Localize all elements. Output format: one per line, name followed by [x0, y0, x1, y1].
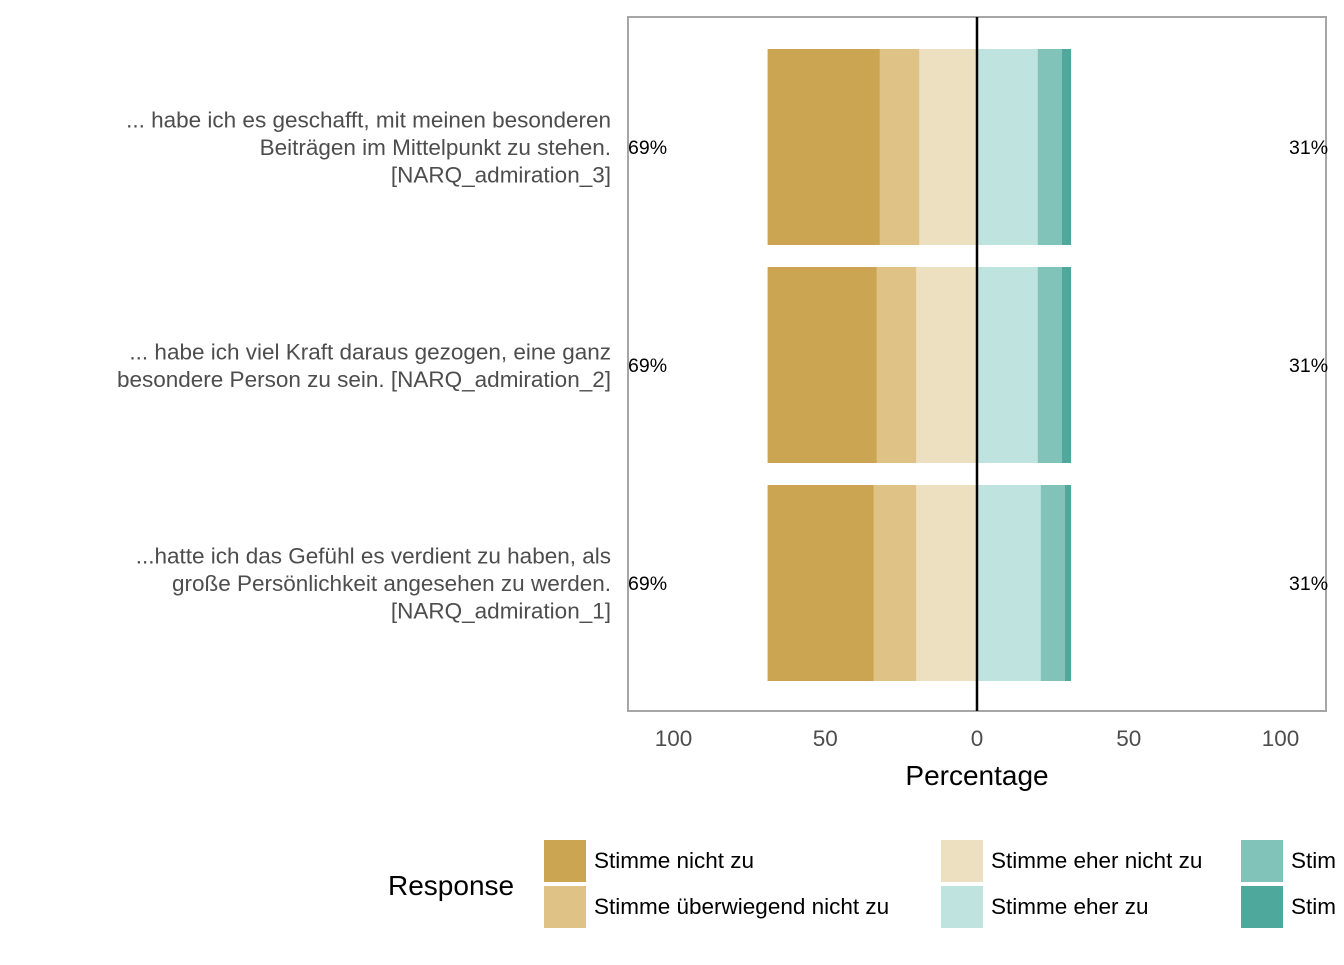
- x-tick-label: 100: [1262, 726, 1300, 751]
- y-axis-label-line: [NARQ_admiration_3]: [391, 163, 611, 188]
- y-axis-labels: ... habe ich es geschafft, mit meinen be…: [117, 108, 611, 624]
- legend-key: [1241, 886, 1283, 928]
- y-axis-label-line: ... habe ich viel Kraft daraus gezogen, …: [129, 339, 611, 364]
- left-percentage-label: 69%: [628, 573, 667, 595]
- bar-segment: [879, 49, 920, 245]
- bar-segment: [977, 267, 1038, 463]
- right-percentage-label: 31%: [1289, 355, 1328, 377]
- bar-segment: [767, 267, 877, 463]
- legend-label: Stimme nicht zu: [594, 848, 754, 873]
- legend-label: Stimme überwiegend nicht zu: [594, 894, 889, 919]
- bar-segment: [1061, 267, 1072, 463]
- y-axis-label-line: Beiträgen im Mittelpunkt zu stehen.: [260, 135, 611, 160]
- bar-segment: [916, 267, 977, 463]
- bar-segment: [1065, 485, 1072, 681]
- y-axis-label-line: ... habe ich es geschafft, mit meinen be…: [126, 108, 611, 133]
- legend-key: [1241, 840, 1283, 882]
- y-axis-label: ...hatte ich das Gefühl es verdient zu h…: [136, 544, 611, 624]
- x-axis-title: Percentage: [905, 760, 1048, 791]
- bar-segment: [919, 49, 977, 245]
- bar-segment: [1037, 49, 1062, 245]
- y-axis-label: ... habe ich es geschafft, mit meinen be…: [126, 108, 611, 188]
- legend: Response Stimme nicht zu Stimme überwiegen…: [388, 840, 1336, 928]
- y-axis-label-line: besondere Person zu sein. [NARQ_admirati…: [117, 367, 611, 392]
- bar-segment: [1037, 267, 1062, 463]
- bar-segment: [1061, 49, 1072, 245]
- legend-key: [941, 886, 983, 928]
- legend-key: [544, 886, 586, 928]
- bar-segment: [873, 485, 917, 681]
- legend-key: [941, 840, 983, 882]
- y-axis-label-line: große Persönlichkeit angesehen zu werden…: [172, 571, 611, 596]
- x-axis: 100 50 0 50 100 Percentage: [655, 726, 1300, 791]
- legend-label: Stim: [1291, 894, 1336, 919]
- bar-segment: [767, 49, 880, 245]
- x-tick-label: 50: [1116, 726, 1141, 751]
- legend-key: [544, 840, 586, 882]
- x-tick-label: 50: [813, 726, 838, 751]
- right-percentage-label: 31%: [1289, 573, 1328, 595]
- bar-segment: [767, 485, 874, 681]
- legend-label: Stimme eher nicht zu: [991, 848, 1202, 873]
- bar-segment: [977, 485, 1041, 681]
- x-tick-label: 0: [971, 726, 984, 751]
- percentage-labels: 69% 69% 69% 31% 31% 31%: [628, 137, 1328, 595]
- left-percentage-label: 69%: [628, 137, 667, 159]
- bar-segment: [977, 49, 1038, 245]
- left-percentage-label: 69%: [628, 355, 667, 377]
- legend-label: Stim: [1291, 848, 1336, 873]
- legend-label: Stimme eher zu: [991, 894, 1149, 919]
- x-tick-label: 100: [655, 726, 693, 751]
- y-axis-label-line: [NARQ_admiration_1]: [391, 599, 611, 624]
- bars: [767, 49, 1072, 681]
- bar-segment: [1040, 485, 1066, 681]
- bar-segment: [916, 485, 977, 681]
- y-axis-label-line: ...hatte ich das Gefühl es verdient zu h…: [136, 544, 611, 569]
- legend-title: Response: [388, 870, 514, 901]
- right-percentage-label: 31%: [1289, 137, 1328, 159]
- bar-segment: [876, 267, 917, 463]
- y-axis-label: ... habe ich viel Kraft daraus gezogen, …: [117, 339, 611, 392]
